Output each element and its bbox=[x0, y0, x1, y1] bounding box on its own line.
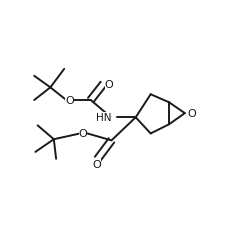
Text: O: O bbox=[92, 159, 101, 169]
Text: O: O bbox=[79, 129, 88, 139]
Text: O: O bbox=[65, 96, 74, 106]
Text: HN: HN bbox=[96, 113, 111, 123]
Text: O: O bbox=[105, 79, 114, 89]
Text: O: O bbox=[187, 109, 196, 119]
